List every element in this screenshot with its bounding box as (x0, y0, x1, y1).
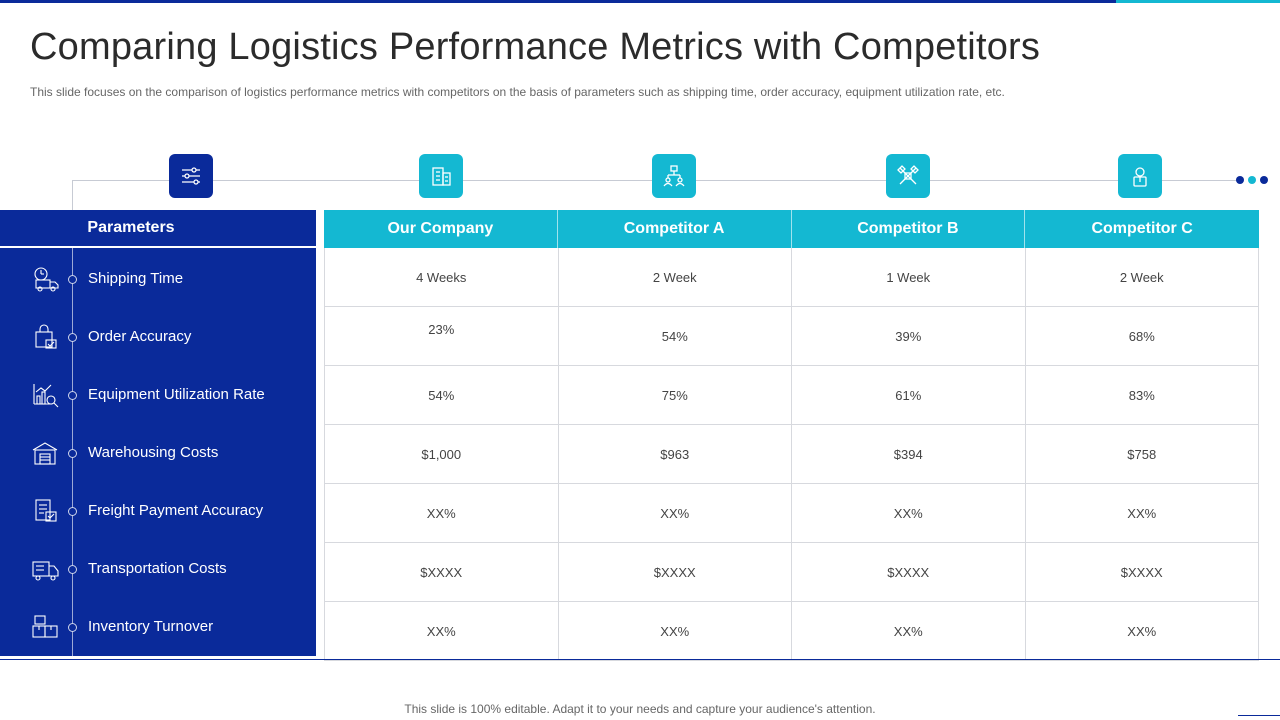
table-cell: $963 (559, 425, 792, 483)
table-cell: XX% (1026, 484, 1259, 542)
parameter-label: Shipping Time (88, 270, 184, 287)
table-cell: XX% (1026, 602, 1259, 660)
parameter-row-freight-payment-accuracy: Freight Payment Accuracy (0, 482, 316, 540)
timeline-node (68, 449, 77, 458)
table-cell: 2 Week (1026, 248, 1259, 306)
table-cell: $XXXX (1026, 543, 1259, 601)
table-cell: 4 Weeks (325, 248, 559, 306)
timeline-node (68, 507, 77, 516)
column-header-competitor-c: Competitor C (1025, 210, 1259, 248)
employee-icon (1118, 154, 1162, 198)
truck-icon (32, 561, 59, 581)
top-accent-bar-cyan (1116, 0, 1280, 3)
table-cell: $394 (792, 425, 1026, 483)
parameter-label: Order Accuracy (88, 328, 192, 345)
footer-note: This slide is 100% editable. Adapt it to… (404, 702, 876, 716)
dot-1 (1236, 176, 1244, 184)
table-row: $1,000 $963 $394 $758 (325, 425, 1259, 484)
dot-2 (1248, 176, 1256, 184)
chart-magnifier-icon (33, 384, 59, 408)
table-cell: 54% (559, 307, 792, 365)
dot-3 (1260, 176, 1268, 184)
connector-drop-line (72, 180, 73, 210)
column-header-competitor-b: Competitor B (791, 210, 1026, 248)
invoice-icon (35, 499, 57, 522)
shopping-bag-check-icon (35, 324, 57, 349)
table-cell: XX% (559, 602, 792, 660)
table-cell: XX% (559, 484, 792, 542)
table-cell: $1,000 (325, 425, 559, 483)
table-cell: 2 Week (559, 248, 792, 306)
comparison-table: Our Company Competitor A Competitor B Co… (324, 210, 1259, 661)
table-body: 4 Weeks 2 Week 1 Week 2 Week 23% 54% 39%… (324, 248, 1259, 661)
table-row: 54% 75% 61% 83% (325, 366, 1259, 425)
table-cell: 61% (792, 366, 1026, 424)
table-row: 4 Weeks 2 Week 1 Week 2 Week (325, 248, 1259, 307)
table-cell: 68% (1026, 307, 1259, 365)
boxes-icon (32, 615, 58, 638)
top-accent-bar (0, 0, 1116, 3)
timeline-node (68, 391, 77, 400)
parameter-label: Equipment Utilization Rate (88, 386, 265, 403)
parameters-header: Parameters (0, 210, 316, 246)
table-cell: 54% (325, 366, 559, 424)
table-cell: XX% (792, 484, 1026, 542)
building-icon (419, 154, 463, 198)
table-cell: 83% (1026, 366, 1259, 424)
page-subtitle: This slide focuses on the comparison of … (30, 85, 1005, 99)
pagination-dots (1236, 176, 1268, 184)
crossed-tools-icon (886, 154, 930, 198)
timeline-node (68, 275, 77, 284)
parameter-row-warehousing-costs: Warehousing Costs (0, 424, 316, 482)
table-header-row: Our Company Competitor A Competitor B Co… (324, 210, 1259, 248)
parameter-row-shipping-time: Shipping Time (0, 250, 316, 308)
table-cell: XX% (325, 602, 559, 660)
table-cell: 23% (325, 307, 559, 365)
parameters-panel: Parameters Shipping Time Order Accuracy … (0, 210, 316, 656)
timeline-node (68, 333, 77, 342)
timeline-node (68, 623, 77, 632)
column-header-competitor-a: Competitor A (557, 210, 792, 248)
sliders-icon (169, 154, 213, 198)
parameter-row-order-accuracy: Order Accuracy (0, 308, 316, 366)
column-header-our-company: Our Company (324, 210, 558, 248)
parameter-row-transportation-costs: Transportation Costs (0, 540, 316, 598)
delivery-clock-icon (34, 267, 59, 292)
page-title: Comparing Logistics Performance Metrics … (30, 26, 1041, 68)
table-cell: $XXXX (792, 543, 1026, 601)
bottom-divider (0, 659, 1280, 660)
table-cell: 39% (792, 307, 1026, 365)
table-row: XX% XX% XX% XX% (325, 484, 1259, 543)
footer-accent-line (1238, 715, 1280, 716)
table-row: XX% XX% XX% XX% (325, 602, 1259, 661)
table-cell: 1 Week (792, 248, 1026, 306)
table-row: 23% 54% 39% 68% (325, 307, 1259, 366)
table-row: $XXXX $XXXX $XXXX $XXXX (325, 543, 1259, 602)
parameter-label: Warehousing Costs (88, 444, 219, 461)
parameters-header-label: Parameters (87, 219, 175, 236)
table-cell: 75% (559, 366, 792, 424)
parameter-row-inventory-turnover: Inventory Turnover (0, 598, 316, 656)
parameter-label: Inventory Turnover (88, 618, 214, 635)
warehouse-icon (32, 442, 58, 465)
table-cell: $758 (1026, 425, 1259, 483)
timeline-node (68, 565, 77, 574)
table-cell: XX% (325, 484, 559, 542)
parameter-label: Transportation Costs (88, 560, 227, 577)
hierarchy-icon (652, 154, 696, 198)
parameters-divider (0, 246, 316, 248)
parameter-row-equipment-utilization-rate: Equipment Utilization Rate (0, 366, 316, 424)
table-cell: $XXXX (325, 543, 559, 601)
table-cell: XX% (792, 602, 1026, 660)
parameter-label: Freight Payment Accuracy (88, 502, 264, 519)
table-cell: $XXXX (559, 543, 792, 601)
